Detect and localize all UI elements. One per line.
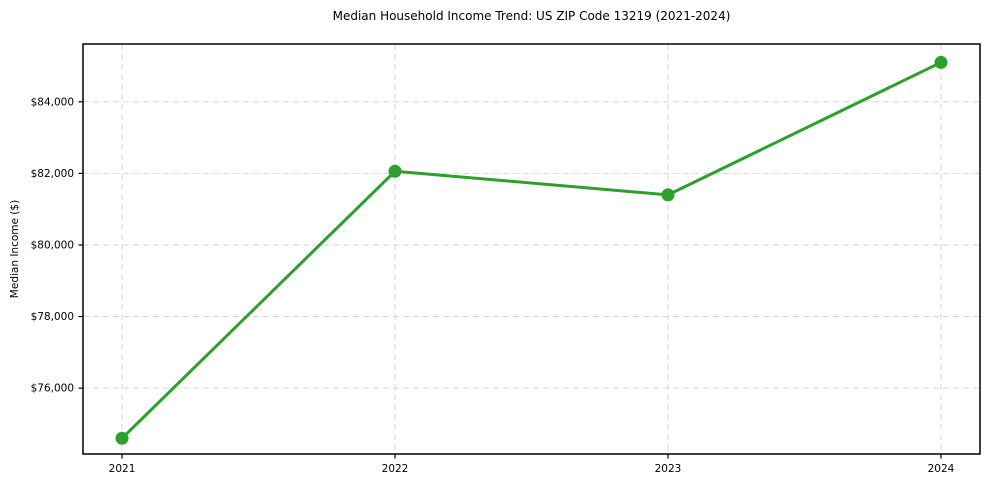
x-tick-label: 2022 (382, 463, 409, 475)
y-tick-label: $84,000 (31, 96, 74, 108)
data-point-2023 (661, 188, 675, 202)
data-point-2022 (388, 164, 402, 178)
data-point-2024 (934, 55, 948, 69)
axis-border (82, 43, 981, 455)
chart-title: Median Household Income Trend: US ZIP Co… (332, 9, 731, 23)
data-point-2021 (115, 431, 129, 445)
x-tick-label: 2021 (109, 463, 136, 475)
y-tick-label: $76,000 (31, 383, 74, 395)
trend-line (120, 60, 943, 440)
y-tick-label: $78,000 (31, 311, 74, 323)
y-tick-label: $80,000 (31, 239, 74, 251)
y-tick-label: $82,000 (31, 168, 74, 180)
x-tick-label: 2023 (655, 463, 682, 475)
x-tick-label: 2024 (928, 463, 955, 475)
